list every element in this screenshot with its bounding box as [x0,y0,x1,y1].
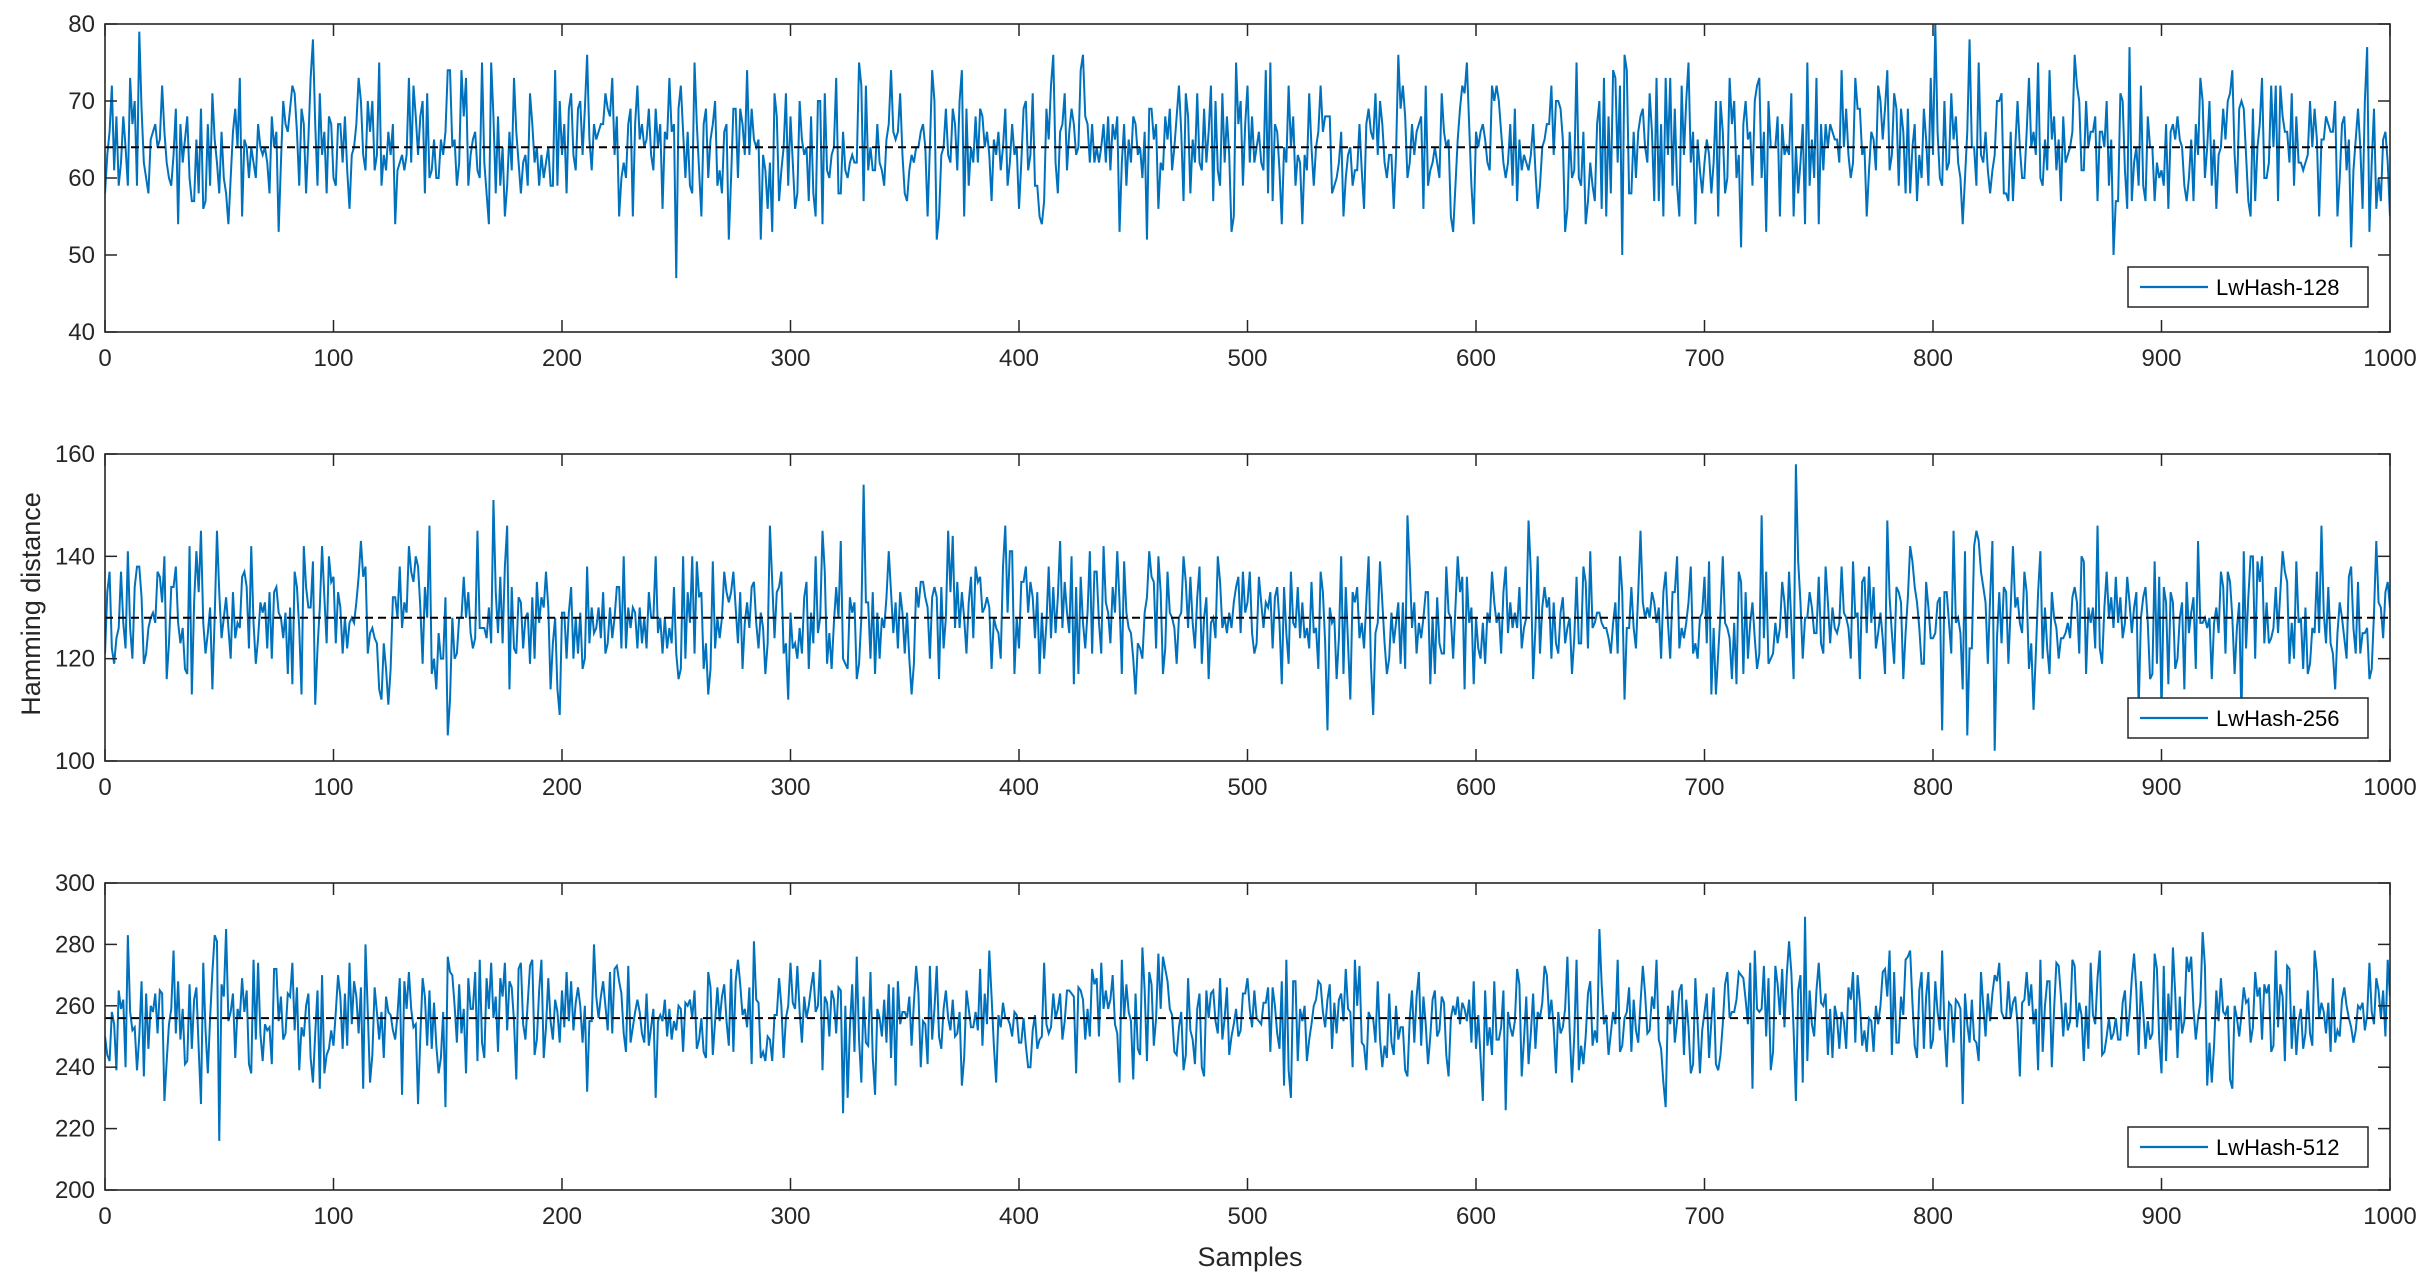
x-tick-label: 1000 [2363,1203,2416,1230]
series-line-1 [105,24,2390,279]
x-tick-label: 1000 [2363,774,2416,801]
x-tick-label: 700 [1684,1203,1724,1230]
panel-1: 0 100 200 300 400 500 600 700 800 900 1000 40 50 60 70… [68,11,2416,372]
legend-label: LwHash-256 [2216,706,2340,731]
y-axis-label: Hamming distance [16,492,46,716]
legend-label: LwHash-512 [2216,1135,2340,1160]
y-tick-label: 100 [55,748,95,775]
y-tick-label: 300 [55,870,95,897]
x-tick-label: 200 [542,774,582,801]
y-tick-label: 160 [55,441,95,468]
x-tick-label: 500 [1227,774,1267,801]
x-tick-label: 0 [98,345,111,372]
series-line-2 [105,464,2390,751]
y-tick-label: 60 [68,165,95,192]
panel-3: 0 100 200 300 400 500 600 700 800 900 1000 200 220 24… [55,870,2417,1230]
panel-2: 0 100 200 300 400 500 600 700 800 900 100010012014… [55,441,2417,801]
panels: 0 100 200 300 400 500 600 700 800 900 100040506070… [55,11,2417,1230]
y-tick-label: 220 [55,1116,95,1143]
x-tick-label: 100 [313,1203,353,1230]
x-tick-label: 700 [1684,774,1724,801]
y-tick-label: 120 [55,646,95,673]
x-tick-label: 800 [1913,345,1953,372]
y-tick-label: 260 [55,993,95,1020]
x-tick-label: 0 [98,1203,111,1230]
x-tick-label: 900 [2141,774,2181,801]
x-tick-label: 400 [999,1203,1039,1230]
x-tick-label: 100 [313,774,353,801]
x-tick-label: 300 [770,774,810,801]
x-tick-label: 500 [1227,1203,1267,1230]
y-tick-label: 50 [68,242,95,269]
legend-1: LwHash-128 [2127,266,2369,308]
x-tick-label: 200 [542,1203,582,1230]
x-tick-label: 100 [313,345,353,372]
legend-label: LwHash-128 [2216,275,2340,300]
x-tick-label: 800 [1913,774,1953,801]
x-tick-label: 600 [1456,774,1496,801]
y-tick-label: 80 [68,11,95,38]
y-tick-label: 240 [55,1054,95,1081]
series-line-3 [105,916,2390,1141]
y-tick-label: 280 [55,931,95,958]
x-tick-label: 400 [999,345,1039,372]
x-tick-label: 800 [1913,1203,1953,1230]
x-tick-label: 500 [1227,345,1267,372]
x-tick-label: 400 [999,774,1039,801]
x-tick-label: 300 [770,1203,810,1230]
y-tick-label: 40 [68,319,95,346]
x-tick-label: 600 [1456,345,1496,372]
y-tick-label: 200 [55,1177,95,1204]
x-tick-label: 600 [1456,1203,1496,1230]
x-tick-label: 700 [1684,345,1724,372]
x-tick-label: 0 [98,774,111,801]
axes-box-3 [104,882,2391,1191]
y-tick-label: 70 [68,88,95,115]
x-tick-label: 1000 [2363,345,2416,372]
legend-2: LwHash-256 [2127,697,2369,739]
y-tick-label: 140 [55,543,95,570]
x-axis-label: Samples [1197,1242,1302,1272]
x-tick-label: 900 [2141,1203,2181,1230]
legend-3: LwHash-512 [2127,1126,2369,1168]
x-tick-label: 300 [770,345,810,372]
x-tick-label: 200 [542,345,582,372]
x-tick-label: 900 [2141,345,2181,372]
